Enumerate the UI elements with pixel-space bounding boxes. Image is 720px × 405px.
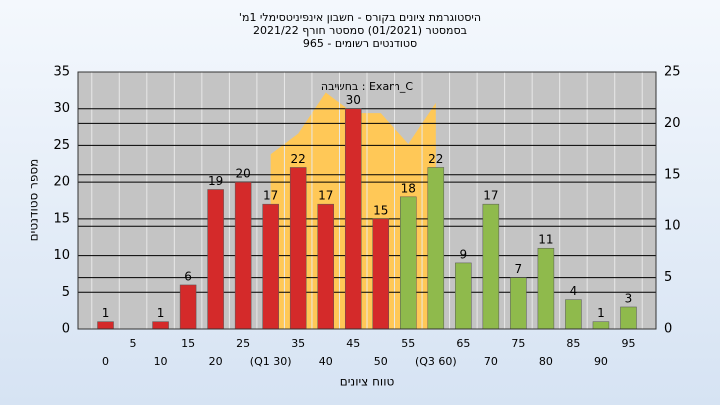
x-tick-label: 5 bbox=[130, 337, 137, 350]
y-tick-label: 0 bbox=[62, 322, 70, 337]
value-label: 1 bbox=[102, 306, 110, 320]
bar bbox=[289, 167, 307, 330]
x-tick-label: 55 bbox=[401, 337, 415, 350]
value-label: 17 bbox=[263, 189, 278, 203]
value-label: 1 bbox=[157, 306, 165, 320]
value-label: 18 bbox=[401, 181, 416, 195]
bar bbox=[234, 181, 252, 330]
x-tick-label: 95 bbox=[621, 337, 635, 350]
y2-tick-label: 10 bbox=[664, 219, 681, 234]
y2-tick-label: 5 bbox=[664, 270, 672, 285]
x-tick-label: 15 bbox=[181, 337, 195, 350]
value-label: 30 bbox=[346, 93, 361, 107]
bar bbox=[207, 189, 224, 330]
bar bbox=[565, 299, 582, 330]
plot-border bbox=[77, 71, 657, 330]
title-line: 'היסטוגרמת ציונים בקורס - חשבון אינפיניט… bbox=[239, 11, 481, 24]
value-label: 3 bbox=[625, 291, 633, 305]
value-label: 17 bbox=[483, 189, 498, 203]
x-tick-label: 35 bbox=[291, 337, 305, 350]
x-tick-label: 75 bbox=[511, 337, 525, 350]
y-tick-label: 30 bbox=[53, 101, 70, 116]
x-tick-label: 85 bbox=[566, 337, 580, 350]
x-tick-label: 40 bbox=[319, 355, 333, 368]
bar bbox=[427, 167, 445, 330]
y-tick-label: 20 bbox=[53, 175, 70, 190]
bar bbox=[97, 321, 114, 330]
bar bbox=[510, 277, 527, 330]
y2-tick-label: 15 bbox=[664, 167, 681, 182]
x-tick-label: 90 bbox=[594, 355, 608, 368]
y-tick-label: 5 bbox=[62, 285, 70, 300]
bar bbox=[620, 306, 637, 330]
x-tick-label: 70 bbox=[484, 355, 498, 368]
x-tick-label: 65 bbox=[456, 337, 470, 350]
bar bbox=[482, 203, 500, 330]
value-label: 20 bbox=[236, 167, 251, 181]
bar bbox=[400, 196, 417, 330]
value-label: 15 bbox=[373, 203, 388, 217]
x-axis-label: טווח ציונים bbox=[340, 375, 395, 389]
value-label: 4 bbox=[570, 284, 578, 298]
bar bbox=[537, 247, 555, 330]
value-label: 9 bbox=[460, 247, 468, 261]
title-line: בסמסטר (01/2021) סמסטר חורף 2021/22 bbox=[253, 24, 467, 37]
value-label: 11 bbox=[538, 233, 553, 247]
x-tick-label: 80 bbox=[539, 355, 553, 368]
value-label: 22 bbox=[291, 152, 306, 166]
x-tick-label: (Q1 30) bbox=[250, 355, 292, 368]
x-tick-label: (Q3 60) bbox=[415, 355, 457, 368]
bar bbox=[152, 321, 169, 330]
x-tick-label: 10 bbox=[154, 355, 168, 368]
value-label: 7 bbox=[515, 262, 523, 276]
value-label: 17 bbox=[318, 189, 333, 203]
x-tick-label: 20 bbox=[209, 355, 223, 368]
value-label: 1 bbox=[597, 306, 605, 320]
x-tick-label: 25 bbox=[236, 337, 250, 350]
value-label: 22 bbox=[428, 152, 443, 166]
bar bbox=[262, 203, 279, 330]
value-label: 6 bbox=[184, 269, 192, 283]
x-tick-label: 50 bbox=[374, 355, 388, 368]
title-line: סטודנטים רשומים - 965 bbox=[303, 37, 417, 50]
bar bbox=[372, 218, 390, 330]
y-axis-label: מספר סטודנטים bbox=[27, 159, 41, 242]
value-label: 19 bbox=[208, 174, 223, 188]
y-tick-label: 15 bbox=[53, 211, 70, 226]
bar bbox=[592, 321, 610, 330]
y-tick-label: 35 bbox=[53, 65, 70, 80]
y2-tick-label: 0 bbox=[664, 322, 672, 337]
y2-tick-label: 20 bbox=[664, 116, 681, 131]
x-tick-label: 45 bbox=[346, 337, 360, 350]
y-tick-label: 10 bbox=[53, 248, 70, 263]
bar bbox=[179, 284, 197, 330]
x-tick-label: 0 bbox=[102, 355, 109, 368]
y-tick-label: 25 bbox=[53, 138, 70, 153]
bar bbox=[317, 203, 334, 330]
bar bbox=[344, 108, 362, 330]
bar bbox=[455, 262, 472, 330]
y2-tick-label: 25 bbox=[664, 65, 681, 80]
